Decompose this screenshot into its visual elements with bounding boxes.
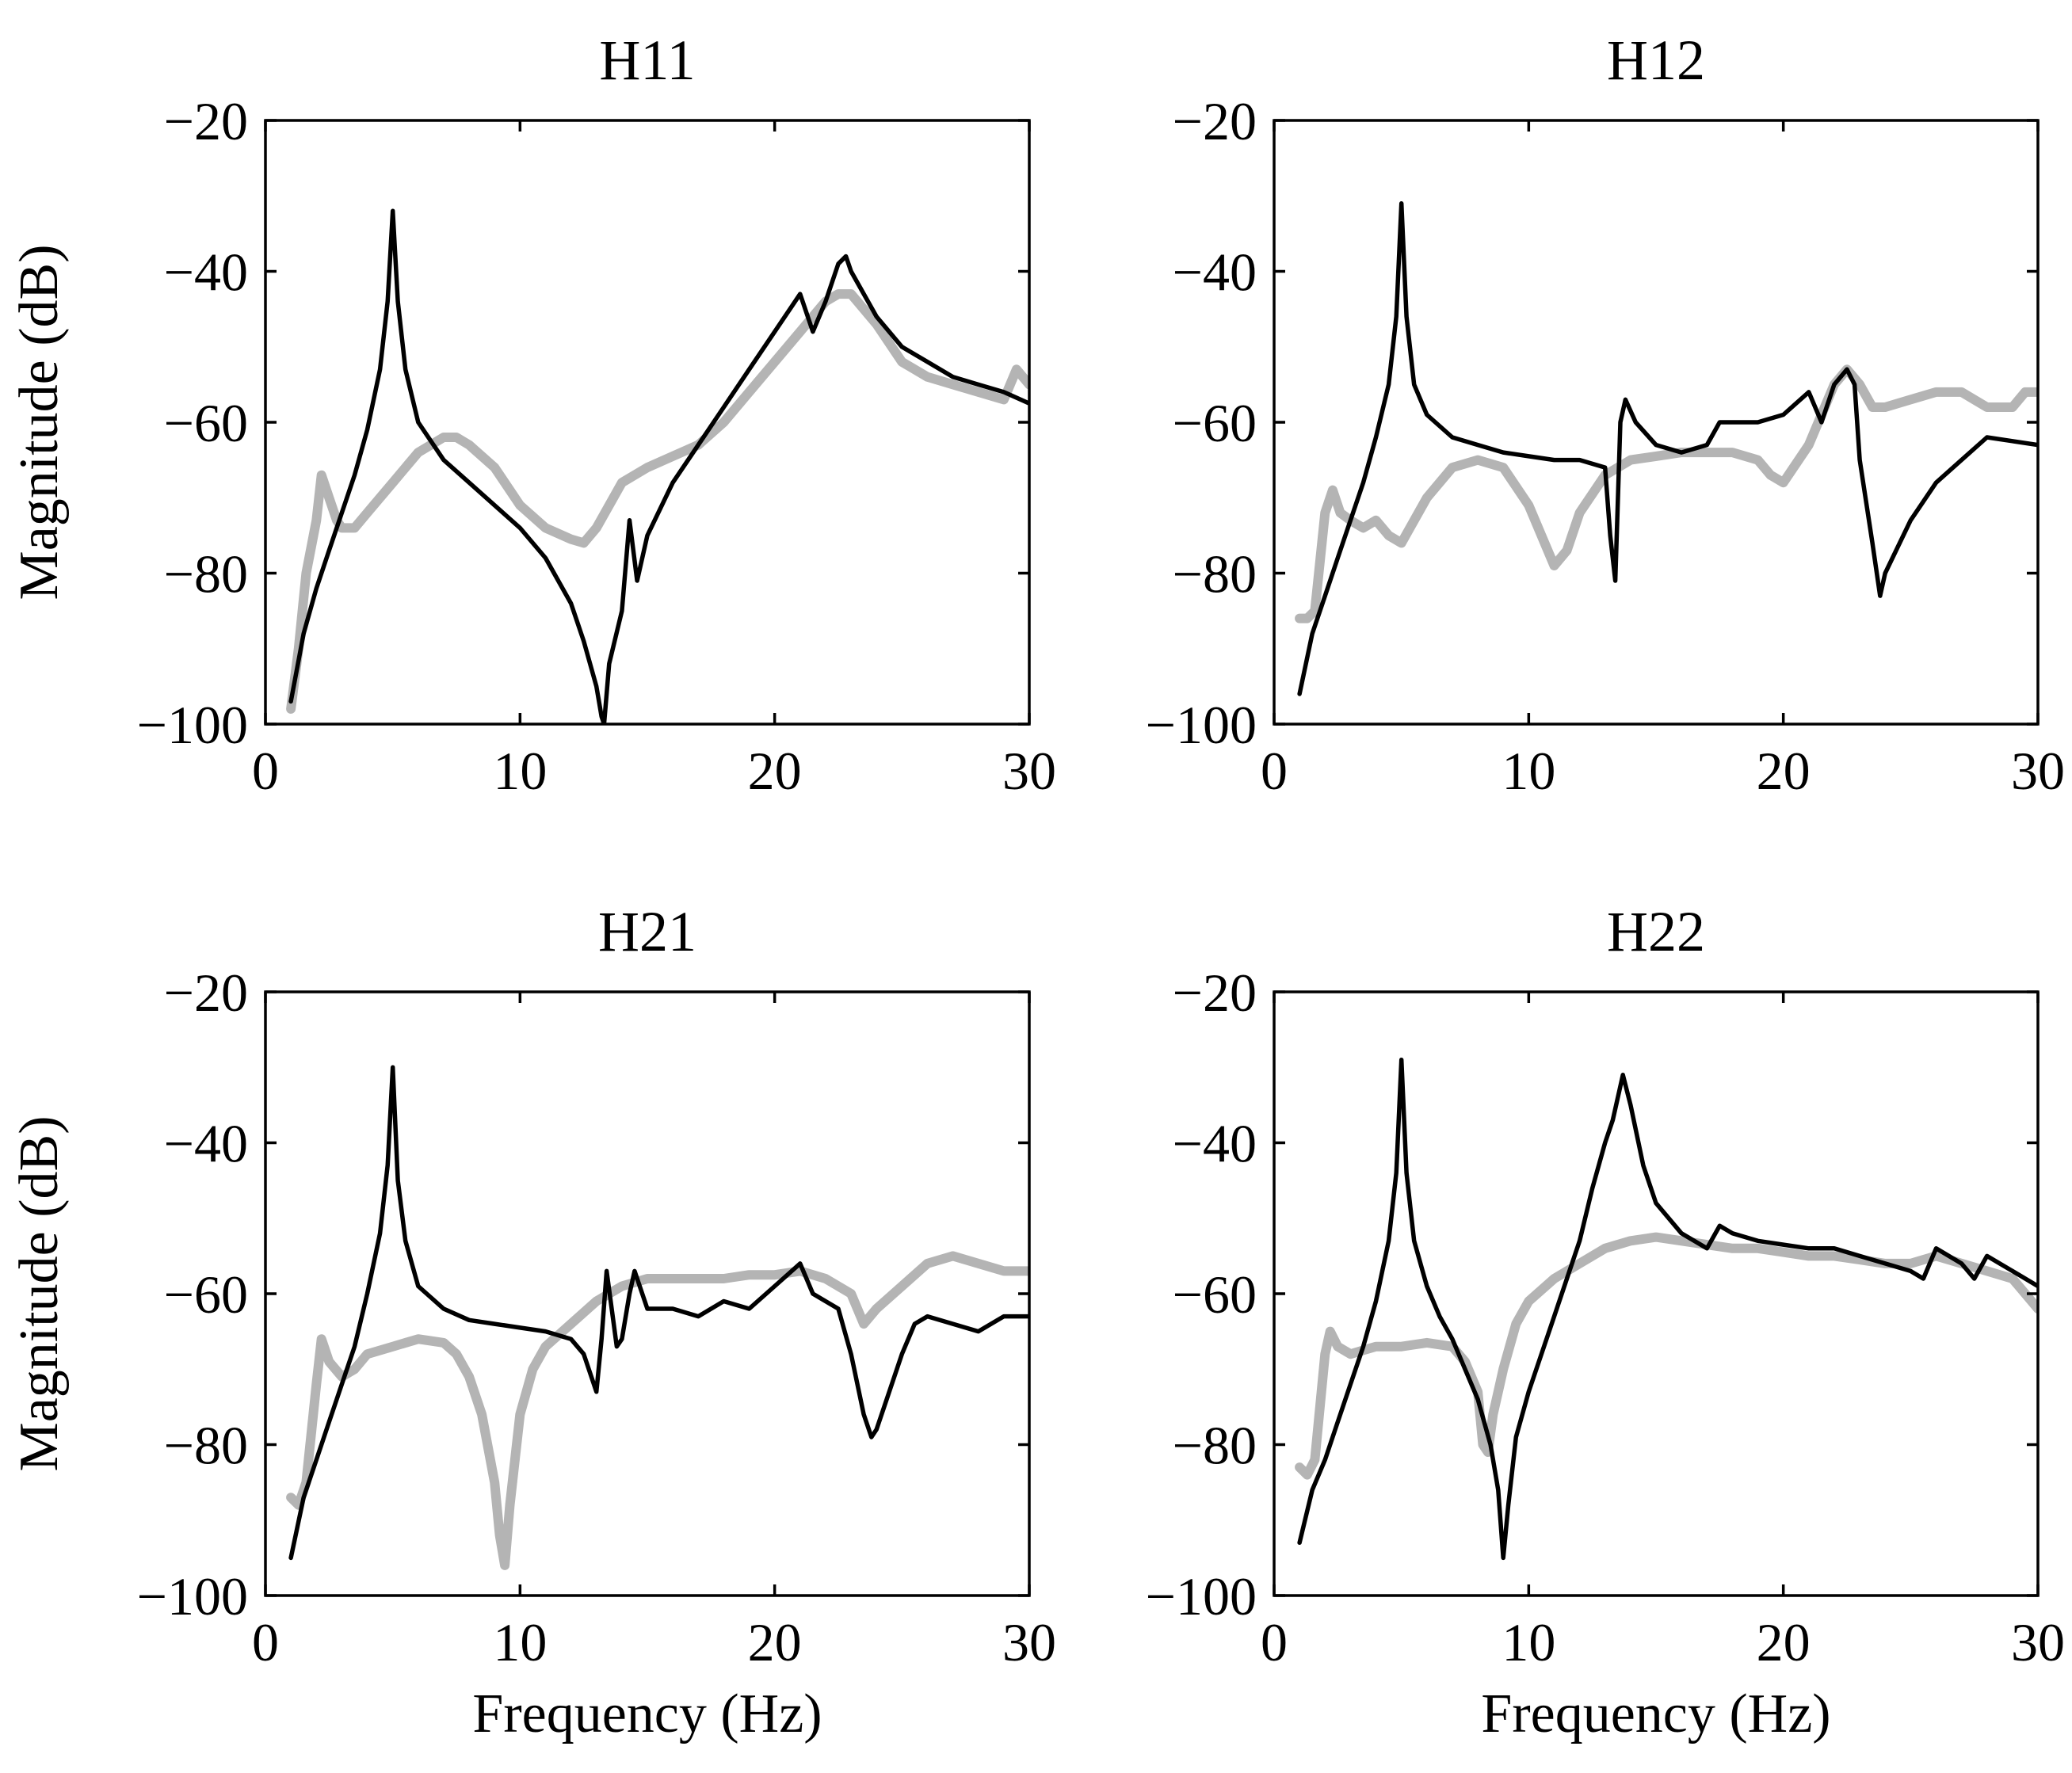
series-black-line xyxy=(288,208,1029,724)
plot-frame xyxy=(264,990,1031,1597)
x-tick-label: 0 xyxy=(1261,741,1288,801)
y-tick-label: −80 xyxy=(1173,1416,1257,1476)
y-tick-label: −60 xyxy=(1173,1264,1257,1325)
plot-frame xyxy=(1273,990,2040,1597)
y-tick-label: −40 xyxy=(164,1114,248,1174)
y-tick-label: −60 xyxy=(164,393,248,453)
x-tick-label: 20 xyxy=(748,1612,802,1672)
subplot-title: H21 xyxy=(598,900,696,963)
subplot-h22: H22 0 10 20 30 −20 −40 −60 −80 −100 Frequency (Hz) xyxy=(1146,900,2065,1744)
y-axis-label: Magnitude (dB) xyxy=(9,1115,70,1471)
x-tick-label: 30 xyxy=(1002,1612,1056,1672)
subplot-title: H11 xyxy=(599,29,695,92)
x-tick-label: 10 xyxy=(493,1612,547,1672)
y-tick-label: −80 xyxy=(1173,544,1257,604)
y-tick-label: −60 xyxy=(164,1264,248,1325)
x-tick-label: 30 xyxy=(1002,741,1056,801)
y-tick-label: −20 xyxy=(1173,963,1257,1023)
series-gray-line xyxy=(286,289,1029,714)
y-tick-label: −80 xyxy=(164,544,248,604)
y-tick-label: −40 xyxy=(1173,1114,1257,1174)
x-tick-label: 10 xyxy=(493,741,547,801)
subplot-title: H12 xyxy=(1607,29,1705,92)
series-black-line xyxy=(1297,201,2038,696)
y-tick-label: −20 xyxy=(164,963,248,1023)
y-tick-label: −100 xyxy=(137,1566,248,1626)
subplot-h11: H11 0 10 20 30 −20 −40 −60 −80 −100 Magnitude (dB) xyxy=(9,29,1056,801)
x-tick-label: 30 xyxy=(2011,1612,2065,1672)
subplot-h12: H12 0 10 20 30 −20 −40 −60 −80 −100 xyxy=(1146,29,2065,801)
x-tick-label: 10 xyxy=(1502,741,1555,801)
subplot-h21: H21 0 10 20 30 −20 −40 −60 −80 −100 Magnitude (dB)… xyxy=(9,900,1056,1744)
x-tick-label: 20 xyxy=(1757,741,1811,801)
y-tick-label: −80 xyxy=(164,1416,248,1476)
x-tick-label: 0 xyxy=(1261,1612,1288,1672)
y-tick-label: −20 xyxy=(164,91,248,151)
y-tick-label: −100 xyxy=(1146,1566,1257,1626)
subplot-title: H22 xyxy=(1607,900,1705,963)
x-axis-label: Frequency (Hz) xyxy=(472,1683,822,1744)
series-black-line xyxy=(1297,1057,2038,1561)
y-tick-label: −60 xyxy=(1173,393,1257,453)
y-tick-label: −40 xyxy=(164,242,248,303)
x-tick-label: 30 xyxy=(2011,741,2065,801)
y-tick-label: −20 xyxy=(1173,91,1257,151)
y-tick-label: −100 xyxy=(137,695,248,755)
plot-frame xyxy=(1273,119,2040,726)
x-tick-label: 10 xyxy=(1502,1612,1555,1672)
x-tick-label: 20 xyxy=(748,741,802,801)
x-axis-label: Frequency (Hz) xyxy=(1481,1683,1830,1744)
y-tick-label: −100 xyxy=(1146,695,1257,755)
y-tick-label: −40 xyxy=(1173,242,1257,303)
series-black-line xyxy=(288,1065,1029,1561)
x-tick-label: 0 xyxy=(252,1612,279,1672)
x-tick-label: 20 xyxy=(1757,1612,1811,1672)
y-axis-label: Magnitude (dB) xyxy=(9,244,70,600)
x-tick-label: 0 xyxy=(252,741,279,801)
series-gray-line xyxy=(286,1251,1029,1570)
series-gray-line xyxy=(1295,1232,2038,1480)
plot-frame xyxy=(264,119,1031,726)
